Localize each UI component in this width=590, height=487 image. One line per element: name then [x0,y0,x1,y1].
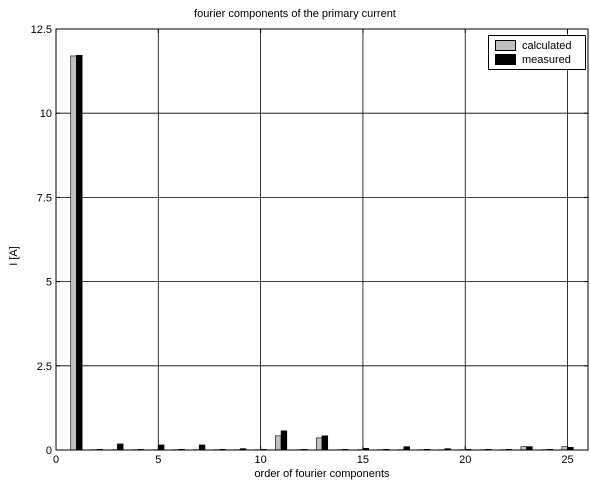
bar-calculated-13 [315,437,323,451]
plot-border [55,28,589,451]
chart-title: fourier components of the primary curren… [194,8,396,20]
bar-measured-1 [76,54,83,451]
bar-calculated-23 [520,446,527,451]
bar-calculated-11 [275,435,282,451]
bar-measured-3 [117,443,124,451]
legend-label-measured: measured [522,53,571,66]
y-tick-label: 2.5 [37,361,52,373]
x-tick-label: 15 [357,454,369,466]
y-tick-label: 12.5 [31,24,52,36]
y-tick-label: 5 [46,277,52,289]
bar-measured-13 [321,435,329,451]
bar-measured-5 [158,444,165,451]
bar-calculated-1 [70,55,77,451]
y-tick-label: 7.5 [37,192,52,204]
bar-calculated-25 [561,446,568,451]
x-tick-label: 25 [561,454,573,466]
legend-swatch-calculated [495,40,516,51]
legend: calculated measured [488,35,586,70]
x-axis-label: order of fourier components [254,468,390,480]
bar-measured-23 [526,446,533,451]
bar-measured-17 [403,446,410,451]
legend-item-measured: measured [495,53,571,66]
x-tick-label: 20 [459,454,471,466]
y-tick-label: 0 [46,445,52,457]
bar-measured-11 [280,430,288,451]
legend-swatch-measured [495,54,516,65]
x-tick-label: 0 [53,454,59,466]
x-tick-label: 10 [254,454,266,466]
legend-label-calculated: calculated [522,39,572,52]
plot-area [55,28,589,451]
bar-measured-7 [198,444,206,451]
x-tick-label: 5 [155,454,161,466]
legend-item-calculated: calculated [495,39,572,52]
y-tick-label: 10 [40,108,52,120]
